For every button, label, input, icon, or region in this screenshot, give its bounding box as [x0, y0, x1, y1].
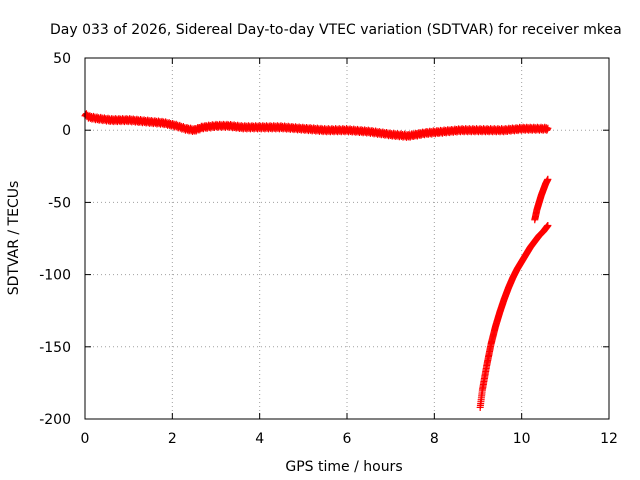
series-1 [81, 110, 552, 141]
x-tick-label: 12 [600, 431, 618, 447]
data-point [544, 222, 552, 230]
x-tick-label: 0 [81, 431, 90, 447]
y-tick-label: -50 [48, 195, 71, 211]
x-tick-label: 10 [513, 431, 531, 447]
grid-lines [85, 58, 609, 419]
y-axis-label: SDTVAR / TECUs [6, 181, 22, 296]
x-tick-label: 4 [255, 431, 264, 447]
x-tick-label: 6 [343, 431, 352, 447]
y-tick-label: -100 [39, 268, 71, 284]
x-axis-label: GPS time / hours [285, 459, 402, 475]
data-point [544, 175, 552, 183]
y-tick-label: -200 [39, 412, 71, 428]
series-3 [531, 175, 552, 224]
y-tick-label: -150 [39, 340, 71, 356]
plot-frame [84, 57, 610, 420]
y-tick-label: 50 [53, 51, 71, 67]
chart-title: Day 033 of 2026, Sidereal Day-to-day VTE… [50, 22, 622, 38]
tick-labels: 0 2 4 6 8 10 12 50 0 -50 -100 -150 -200 [39, 51, 618, 447]
data-point [544, 124, 552, 132]
y-tick-label: 0 [62, 123, 71, 139]
x-tick-label: 2 [168, 431, 177, 447]
series-2 [476, 222, 552, 411]
x-tick-label: 8 [430, 431, 439, 447]
data-series [81, 110, 552, 411]
